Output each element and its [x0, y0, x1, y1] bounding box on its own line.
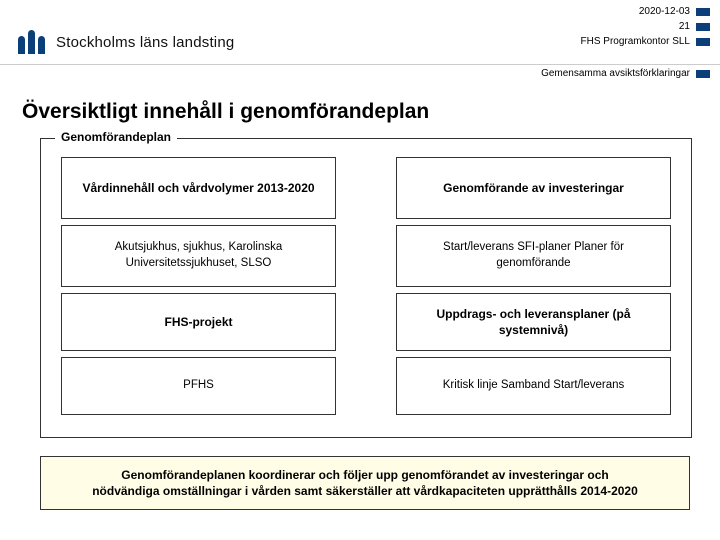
accent-bar-icon: [696, 70, 710, 78]
column-right: Genomförande av investeringar Start/leve…: [396, 157, 671, 415]
box-left-1-sub: Akutsjukhus, sjukhus, Karolinska Univers…: [61, 225, 336, 287]
box-sub: PFHS: [183, 378, 214, 394]
header: 2020-12-03 21 FHS Programkontor SLL Stoc…: [0, 0, 720, 80]
box-heading: Uppdrags- och leveransplaner (på systemn…: [405, 306, 662, 338]
header-date: 2020-12-03: [639, 4, 690, 19]
accent-bar-icon: [696, 23, 710, 31]
header-subtitle: Gemensamma avsiktsförklaringar: [541, 68, 690, 79]
accent-bar-icon: [696, 38, 710, 46]
box-right-2-sub: Kritisk linje Samband Start/leverans: [396, 357, 671, 415]
footer-callout: Genomförandeplanen koordinerar och följe…: [40, 456, 690, 510]
box-sub: Akutsjukhus, sjukhus, Karolinska Univers…: [70, 240, 327, 271]
header-org-row: FHS Programkontor SLL: [581, 34, 711, 49]
box-right-1-sub: Start/leverans SFI-planer Planer för gen…: [396, 225, 671, 287]
brand-name: Stockholms läns landsting: [56, 34, 234, 51]
box-left-2-heading: FHS-projekt: [61, 293, 336, 351]
box-left-1-heading: Vårdinnehåll och vårdvolymer 2013-2020: [61, 157, 336, 219]
brand-lockup: Stockholms läns landsting: [18, 30, 234, 54]
column-left: Vårdinnehåll och vårdvolymer 2013-2020 A…: [61, 157, 336, 415]
header-page-number: 21: [679, 19, 690, 34]
box-right-1-heading: Genomförande av investeringar: [396, 157, 671, 219]
header-org: FHS Programkontor SLL: [581, 34, 691, 49]
groupbox-legend: Genomförandeplan: [55, 130, 177, 144]
plan-groupbox: Genomförandeplan Vårdinnehåll och vårdvo…: [40, 138, 692, 438]
box-heading: FHS-projekt: [164, 314, 232, 330]
box-heading: Genomförande av investeringar: [443, 180, 624, 196]
box-heading: Vårdinnehåll och vårdvolymer 2013-2020: [82, 180, 314, 196]
box-sub: Kritisk linje Samband Start/leverans: [443, 378, 625, 394]
box-sub: Start/leverans SFI-planer Planer för gen…: [405, 240, 662, 271]
header-page-row: 21: [581, 19, 711, 34]
brand-logo-icon: [18, 30, 46, 54]
box-right-2-heading: Uppdrags- och leveransplaner (på systemn…: [396, 293, 671, 351]
columns: Vårdinnehåll och vårdvolymer 2013-2020 A…: [61, 157, 671, 415]
box-left-2-sub: PFHS: [61, 357, 336, 415]
header-divider: [0, 64, 720, 65]
accent-bar-icon: [696, 8, 710, 16]
header-date-row: 2020-12-03: [581, 4, 711, 19]
slide: 2020-12-03 21 FHS Programkontor SLL Stoc…: [0, 0, 720, 540]
header-meta: 2020-12-03 21 FHS Programkontor SLL: [581, 4, 711, 49]
header-subtitle-row: Gemensamma avsiktsförklaringar: [541, 68, 710, 79]
slide-title: Översiktligt innehåll i genomförandeplan: [22, 100, 720, 124]
